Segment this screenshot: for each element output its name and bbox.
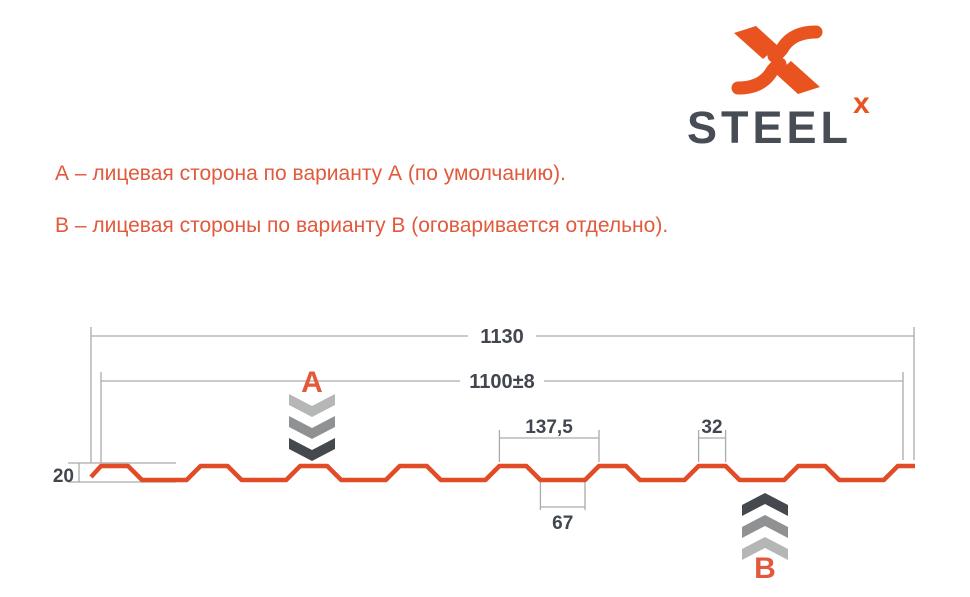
dimension-rib-pitch-label: 137,5 <box>525 417 573 438</box>
dimension-profile-height-label: 20 <box>53 466 74 487</box>
steelx-logo-mark-icon <box>731 25 823 95</box>
brand-wordmark: STEELx <box>687 89 870 153</box>
dimension-profile-height: 20 <box>53 462 176 487</box>
dimension-cover-width: 1100±8 <box>100 371 904 463</box>
brand-wordmark-text: STEEL <box>687 102 853 153</box>
logo-bottom-right-arm <box>776 61 820 94</box>
dimension-trough-width: 67 <box>539 482 586 534</box>
dimension-overall-width-label: 1130 <box>480 326 523 348</box>
profile-outline <box>89 463 915 483</box>
chevron-up-icon <box>742 493 788 516</box>
note-variant-b: В – лицевая стороны по варианту В (огова… <box>55 214 669 237</box>
chevron-down-icon <box>289 416 335 439</box>
dimension-rib-top-width-label: 32 <box>701 417 722 438</box>
profile-drawing: 1130 1100±8 137,5 32 <box>53 326 915 585</box>
dimension-rib-top-width: 32 <box>697 417 727 462</box>
chevron-down-icon <box>289 394 335 417</box>
chevron-up-icon <box>742 515 788 538</box>
logo-top-right-hook <box>767 25 823 63</box>
marker-side-b: B <box>742 493 788 585</box>
dimension-overall-width: 1130 <box>90 326 915 463</box>
dimension-trough-width-label: 67 <box>552 513 573 534</box>
logo-bottom-left-hook <box>731 57 787 95</box>
dimension-rib-pitch: 137,5 <box>498 417 600 462</box>
marker-side-a: A <box>289 366 335 461</box>
chevron-down-icon <box>289 438 335 461</box>
dimension-cover-width-label: 1100±8 <box>469 371 535 393</box>
note-variant-a: А – лицевая сторона по варианту А (по ум… <box>55 162 566 185</box>
logo-top-left-arm <box>734 26 778 59</box>
marker-side-b-label: B <box>754 552 776 585</box>
marker-side-a-label: A <box>301 366 323 399</box>
chevron-up-icon <box>742 537 788 560</box>
brand-wordmark-sup: x <box>853 87 870 120</box>
